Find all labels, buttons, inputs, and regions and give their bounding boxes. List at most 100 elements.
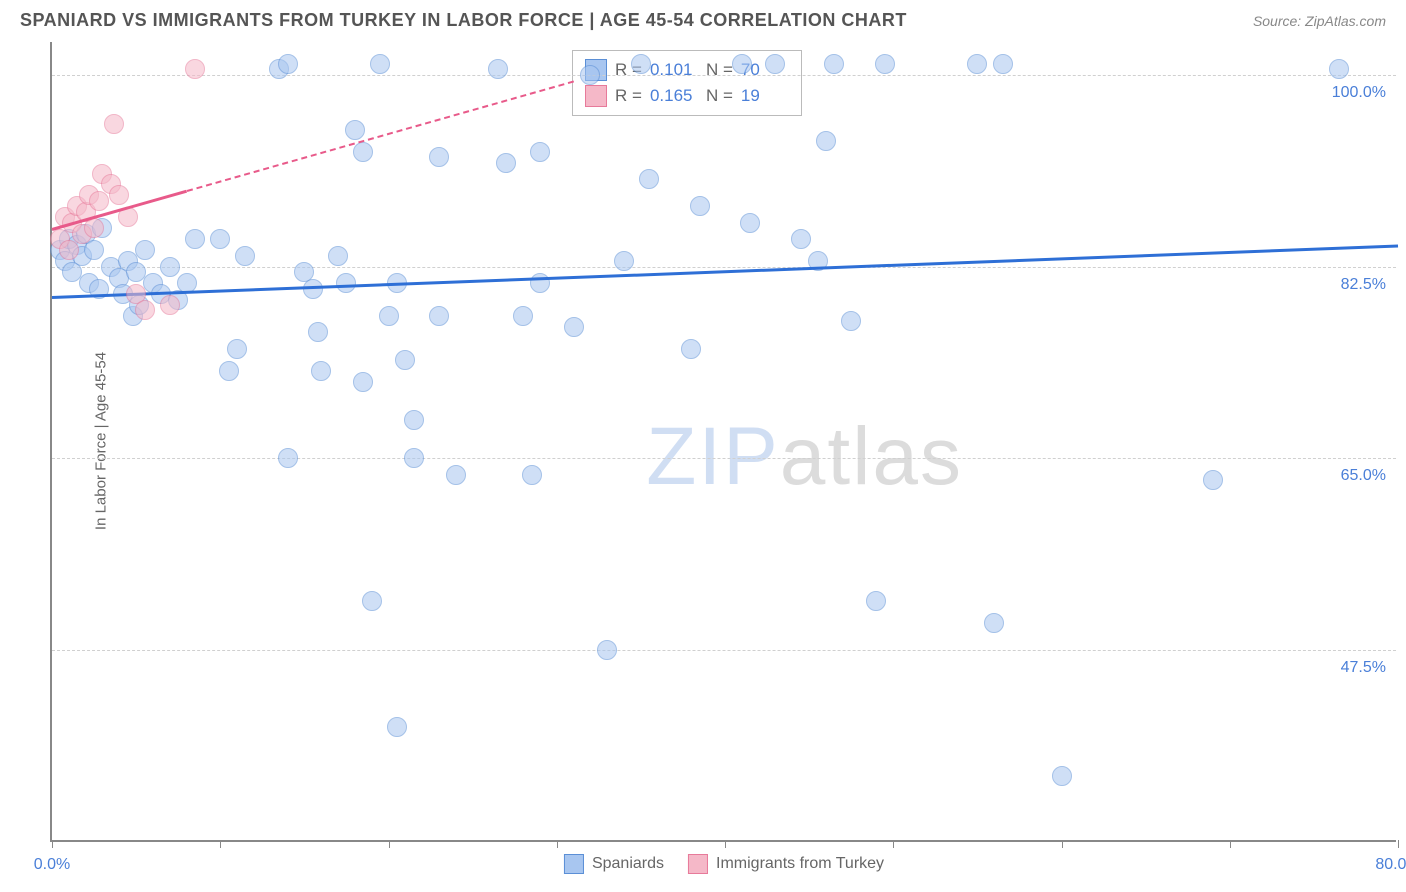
data-point: [379, 306, 399, 326]
n-label: N =: [706, 60, 733, 80]
data-point: [824, 54, 844, 74]
watermark-atlas: atlas: [780, 411, 963, 502]
r-value: 0.165: [650, 86, 698, 106]
data-point: [235, 246, 255, 266]
trend-line-extrapolated: [186, 80, 574, 192]
legend-label: Spaniards: [592, 855, 664, 873]
grid-line: [52, 75, 1396, 76]
legend-swatch: [564, 854, 584, 874]
data-point: [681, 339, 701, 359]
data-point: [185, 229, 205, 249]
n-value: 19: [741, 86, 789, 106]
data-point: [631, 54, 651, 74]
x-tick-label: 0.0%: [34, 856, 70, 874]
y-tick-label: 47.5%: [1341, 659, 1386, 677]
x-tick-label: 80.0%: [1375, 856, 1406, 874]
grid-line: [52, 650, 1396, 651]
grid-line: [52, 267, 1396, 268]
data-point: [160, 295, 180, 315]
data-point: [353, 142, 373, 162]
data-point: [690, 196, 710, 216]
n-label: N =: [706, 86, 733, 106]
data-point: [1052, 766, 1072, 786]
data-point: [984, 613, 1004, 633]
data-point: [345, 120, 365, 140]
data-point: [109, 185, 129, 205]
legend-swatch: [585, 85, 607, 107]
data-point: [732, 54, 752, 74]
data-point: [564, 317, 584, 337]
y-tick-label: 65.0%: [1341, 467, 1386, 485]
data-point: [513, 306, 533, 326]
data-point: [387, 717, 407, 737]
chart-header: SPANIARD VS IMMIGRANTS FROM TURKEY IN LA…: [0, 0, 1406, 37]
data-point: [185, 59, 205, 79]
data-point: [875, 54, 895, 74]
y-tick-label: 100.0%: [1332, 84, 1386, 102]
x-tick: [1062, 840, 1063, 848]
chart-title: SPANIARD VS IMMIGRANTS FROM TURKEY IN LA…: [20, 10, 907, 31]
watermark-zip: ZIP: [646, 411, 780, 502]
data-point: [404, 410, 424, 430]
data-point: [429, 147, 449, 167]
data-point: [446, 465, 466, 485]
data-point: [429, 306, 449, 326]
data-point: [135, 300, 155, 320]
data-point: [227, 339, 247, 359]
x-tick: [1398, 840, 1399, 848]
data-point: [104, 114, 124, 134]
data-point: [791, 229, 811, 249]
source-attribution: Source: ZipAtlas.com: [1253, 13, 1386, 29]
data-point: [395, 350, 415, 370]
data-point: [135, 240, 155, 260]
legend-label: Immigrants from Turkey: [716, 855, 884, 873]
legend-item: Spaniards: [564, 854, 664, 874]
data-point: [614, 251, 634, 271]
data-point: [580, 65, 600, 85]
series-legend: Spaniards Immigrants from Turkey: [564, 854, 884, 874]
x-tick: [557, 840, 558, 848]
legend-swatch: [688, 854, 708, 874]
watermark: ZIPatlas: [646, 410, 963, 504]
data-point: [311, 361, 331, 381]
data-point: [816, 131, 836, 151]
data-point: [160, 257, 180, 277]
data-point: [866, 591, 886, 611]
legend-item: Immigrants from Turkey: [688, 854, 884, 874]
data-point: [488, 59, 508, 79]
data-point: [84, 218, 104, 238]
data-point: [210, 229, 230, 249]
data-point: [89, 191, 109, 211]
correlation-row: R =0.101N =70: [585, 57, 789, 83]
x-tick: [1230, 840, 1231, 848]
r-value: 0.101: [650, 60, 698, 80]
data-point: [370, 54, 390, 74]
y-tick-label: 82.5%: [1341, 276, 1386, 294]
data-point: [353, 372, 373, 392]
data-point: [967, 54, 987, 74]
data-point: [993, 54, 1013, 74]
y-axis-label: In Labor Force | Age 45-54: [93, 352, 110, 530]
data-point: [59, 240, 79, 260]
data-point: [841, 311, 861, 331]
r-label: R =: [615, 86, 642, 106]
data-point: [219, 361, 239, 381]
data-point: [522, 465, 542, 485]
data-point: [597, 640, 617, 660]
data-point: [765, 54, 785, 74]
data-point: [1203, 470, 1223, 490]
x-tick: [893, 840, 894, 848]
correlation-row: R = 0.165 N = 19: [585, 83, 789, 109]
data-point: [362, 591, 382, 611]
data-point: [639, 169, 659, 189]
x-tick: [725, 840, 726, 848]
data-point: [496, 153, 516, 173]
data-point: [404, 448, 424, 468]
grid-line: [52, 458, 1396, 459]
x-tick: [389, 840, 390, 848]
data-point: [308, 322, 328, 342]
data-point: [1329, 59, 1349, 79]
data-point: [278, 54, 298, 74]
data-point: [740, 213, 760, 233]
x-tick: [220, 840, 221, 848]
